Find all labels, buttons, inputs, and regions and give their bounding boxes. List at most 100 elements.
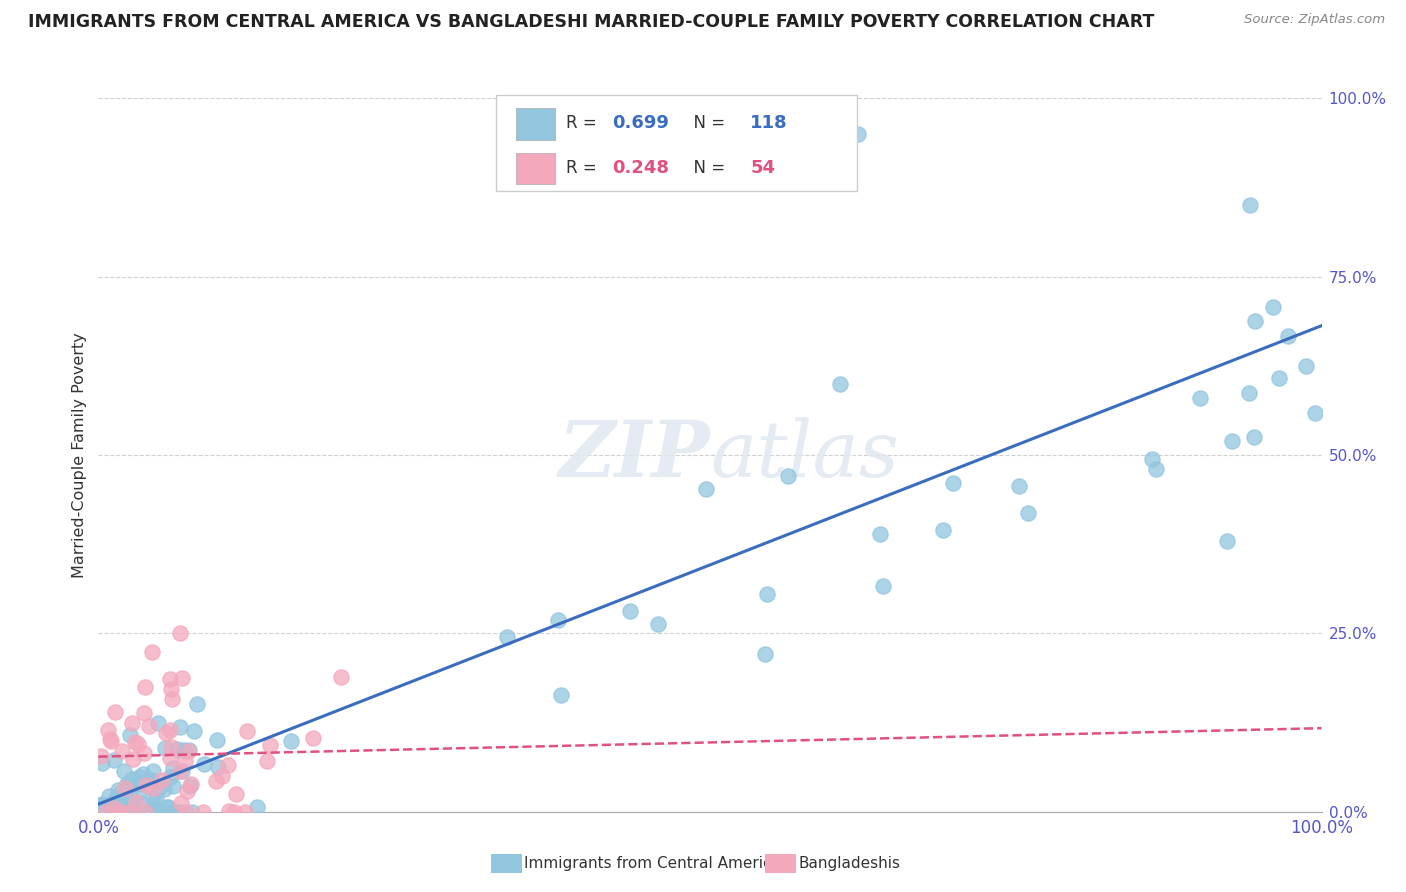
Text: ZIP: ZIP <box>558 417 710 493</box>
Point <box>108 805 131 819</box>
Text: R =: R = <box>565 114 602 132</box>
Point <box>191 805 214 819</box>
Point <box>104 802 127 816</box>
Point <box>1144 462 1167 476</box>
Point <box>193 757 215 772</box>
Point <box>619 604 641 618</box>
Point <box>91 797 114 812</box>
Point <box>146 716 169 731</box>
Point <box>174 754 197 768</box>
Point <box>496 630 519 644</box>
Point <box>869 527 891 541</box>
Point <box>120 789 142 804</box>
Point <box>695 482 717 496</box>
Point <box>127 786 149 800</box>
Point <box>103 801 125 815</box>
Point <box>128 805 150 819</box>
Point <box>218 805 240 819</box>
Point <box>90 805 112 819</box>
Point <box>1277 328 1299 343</box>
Point <box>224 805 246 819</box>
Point <box>1142 452 1164 467</box>
Point <box>107 783 129 797</box>
Point <box>1243 430 1265 444</box>
Text: Immigrants from Central America: Immigrants from Central America <box>524 856 782 871</box>
Point <box>170 796 193 810</box>
Point <box>846 127 869 141</box>
Point <box>205 774 228 789</box>
Point <box>162 761 184 775</box>
Point <box>755 587 778 601</box>
Point <box>129 805 152 819</box>
Point <box>104 805 127 819</box>
Point <box>110 794 132 808</box>
Point <box>125 805 148 819</box>
Point <box>159 673 181 687</box>
Text: atlas: atlas <box>710 417 898 493</box>
Point <box>121 772 143 786</box>
Point <box>145 791 167 805</box>
Point <box>110 805 132 819</box>
Point <box>93 805 115 819</box>
Point <box>125 796 148 810</box>
Point <box>110 805 132 819</box>
Point <box>173 743 195 757</box>
Point <box>104 805 127 819</box>
FancyBboxPatch shape <box>516 108 555 139</box>
Point <box>142 764 165 779</box>
Text: IMMIGRANTS FROM CENTRAL AMERICA VS BANGLADESHI MARRIED-COUPLE FAMILY POVERTY COR: IMMIGRANTS FROM CENTRAL AMERICA VS BANGL… <box>28 13 1154 31</box>
Point <box>146 805 169 819</box>
Point <box>155 741 177 756</box>
Point <box>301 731 323 745</box>
Point <box>177 744 200 758</box>
Point <box>152 782 174 797</box>
Y-axis label: Married-Couple Family Poverty: Married-Couple Family Poverty <box>72 332 87 578</box>
Point <box>1303 406 1326 420</box>
Point <box>280 734 302 748</box>
Point <box>132 805 155 819</box>
Point <box>112 764 135 779</box>
FancyBboxPatch shape <box>516 153 555 184</box>
Point <box>166 742 188 756</box>
Point <box>152 772 174 787</box>
Point <box>1220 434 1243 448</box>
Point <box>132 767 155 781</box>
Point <box>118 805 141 819</box>
Text: Source: ZipAtlas.com: Source: ZipAtlas.com <box>1244 13 1385 27</box>
Point <box>97 789 120 804</box>
Point <box>1239 198 1261 212</box>
Point <box>112 801 135 815</box>
Point <box>117 805 139 819</box>
Point <box>932 523 955 537</box>
Point <box>647 617 669 632</box>
Point <box>259 739 281 753</box>
Point <box>156 799 179 814</box>
Point <box>167 805 190 819</box>
Point <box>112 805 135 819</box>
Point <box>142 790 165 805</box>
Point <box>1008 479 1031 493</box>
Point <box>159 723 181 737</box>
Point <box>169 764 191 779</box>
Point <box>122 752 145 766</box>
Point <box>159 750 181 764</box>
Point <box>547 613 569 627</box>
Point <box>94 805 117 819</box>
Point <box>157 799 180 814</box>
Point <box>160 692 183 706</box>
Point <box>174 805 197 819</box>
Point <box>1188 391 1211 405</box>
Point <box>121 716 143 731</box>
Point <box>207 760 229 774</box>
Point <box>129 796 152 810</box>
Point <box>159 771 181 785</box>
Point <box>162 779 184 793</box>
Point <box>128 770 150 784</box>
Point <box>97 723 120 737</box>
Point <box>141 772 163 787</box>
Point <box>146 781 169 796</box>
Point <box>131 805 153 819</box>
Point <box>90 800 112 814</box>
Point <box>828 376 851 391</box>
Point <box>114 781 136 796</box>
